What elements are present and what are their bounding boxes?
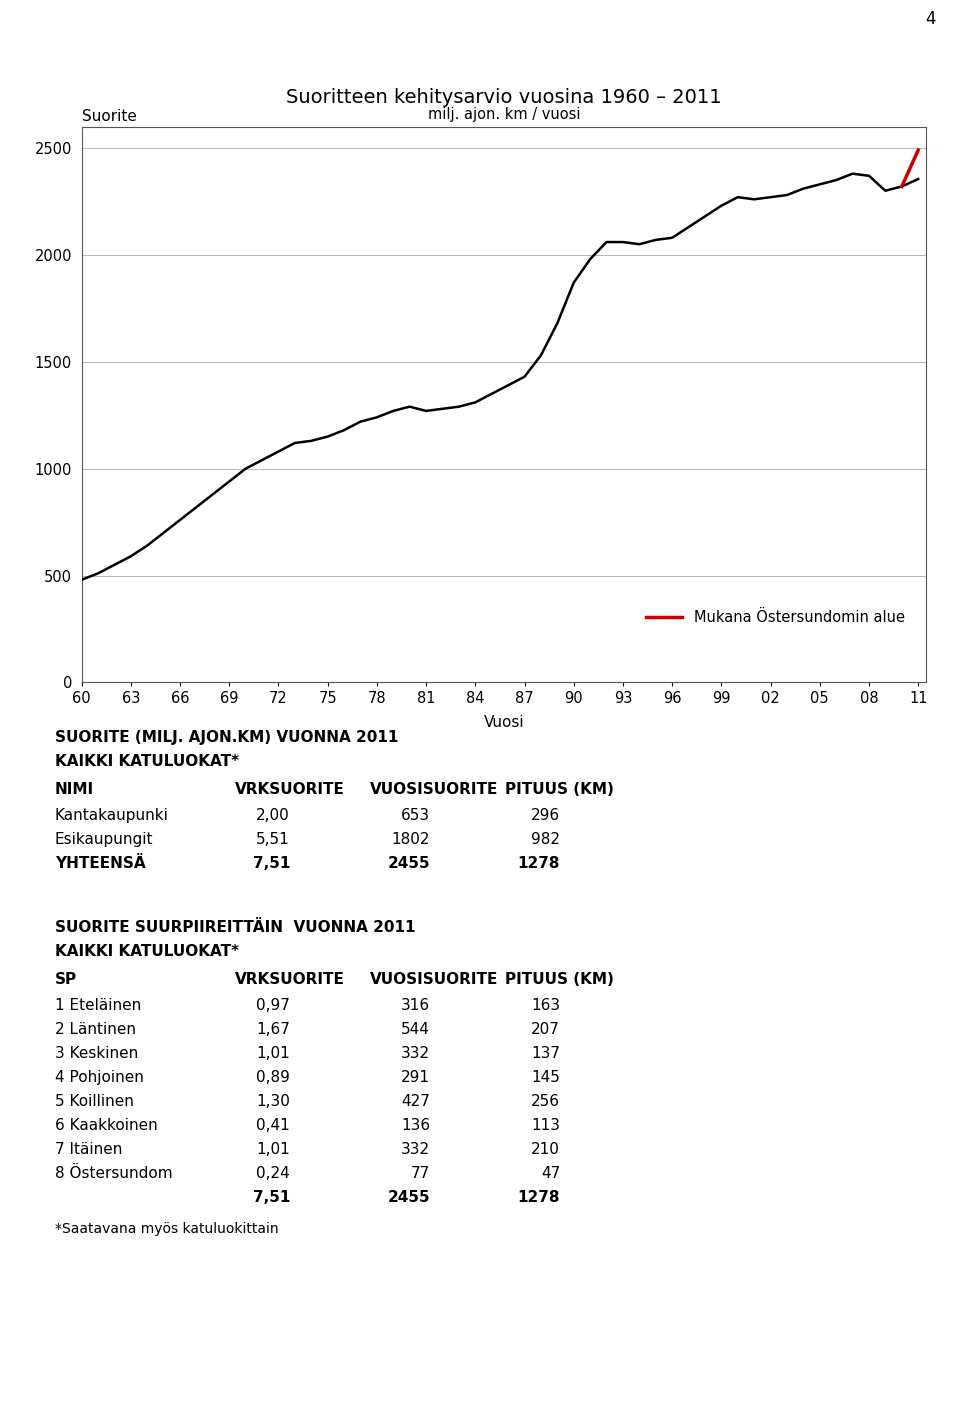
Text: 2,00: 2,00 — [256, 808, 290, 823]
Text: 1278: 1278 — [517, 1190, 560, 1204]
Text: 0,89: 0,89 — [256, 1069, 290, 1085]
Text: 316: 316 — [401, 998, 430, 1013]
Text: 332: 332 — [401, 1045, 430, 1061]
Text: 7,51: 7,51 — [252, 1190, 290, 1204]
Text: Suoritteen kehitysarvio vuosina 1960 – 2011: Suoritteen kehitysarvio vuosina 1960 – 2… — [286, 87, 722, 107]
Text: SUORITE (MILJ. AJON.KM) VUONNA 2011: SUORITE (MILJ. AJON.KM) VUONNA 2011 — [55, 730, 398, 744]
Text: 210: 210 — [531, 1142, 560, 1157]
Text: SP: SP — [55, 972, 77, 986]
Text: 1,01: 1,01 — [256, 1142, 290, 1157]
Text: 427: 427 — [401, 1095, 430, 1109]
Text: milj. ajon. km / vuosi: milj. ajon. km / vuosi — [428, 107, 580, 122]
Text: 6 Kaakkoinen: 6 Kaakkoinen — [55, 1119, 157, 1133]
Text: VUOSISUORITE: VUOSISUORITE — [370, 782, 498, 796]
Text: 291: 291 — [401, 1069, 430, 1085]
Text: 2 Läntinen: 2 Läntinen — [55, 1021, 136, 1037]
Text: 3 Keskinen: 3 Keskinen — [55, 1045, 138, 1061]
Text: Suorite: Suorite — [82, 108, 136, 124]
Text: 7,51: 7,51 — [252, 855, 290, 871]
Text: 653: 653 — [401, 808, 430, 823]
Text: PITUUS (KM): PITUUS (KM) — [505, 782, 613, 796]
Legend: Mukana Östersundomin alue: Mukana Östersundomin alue — [640, 604, 911, 630]
Text: 137: 137 — [531, 1045, 560, 1061]
Text: KAIKKI KATULUOKAT*: KAIKKI KATULUOKAT* — [55, 754, 239, 770]
Text: Kantakaupunki: Kantakaupunki — [55, 808, 169, 823]
Text: 1802: 1802 — [392, 832, 430, 847]
Text: 4 Pohjoinen: 4 Pohjoinen — [55, 1069, 144, 1085]
Text: 113: 113 — [531, 1119, 560, 1133]
Text: 0,97: 0,97 — [256, 998, 290, 1013]
Text: 5 Koillinen: 5 Koillinen — [55, 1095, 133, 1109]
Text: 7 Itäinen: 7 Itäinen — [55, 1142, 122, 1157]
Text: 5,51: 5,51 — [256, 832, 290, 847]
Text: Esikaupungit: Esikaupungit — [55, 832, 154, 847]
Text: NIMI: NIMI — [55, 782, 94, 796]
Text: 1,30: 1,30 — [256, 1095, 290, 1109]
Text: 1 Eteläinen: 1 Eteläinen — [55, 998, 141, 1013]
Text: 1278: 1278 — [517, 855, 560, 871]
Text: 77: 77 — [411, 1166, 430, 1180]
Text: 332: 332 — [401, 1142, 430, 1157]
Text: 2455: 2455 — [388, 855, 430, 871]
Text: VUOSISUORITE: VUOSISUORITE — [370, 972, 498, 986]
Text: 256: 256 — [531, 1095, 560, 1109]
Text: PITUUS (KM): PITUUS (KM) — [505, 972, 613, 986]
Text: SUORITE SUURPIIREITTÄIN  VUONNA 2011: SUORITE SUURPIIREITTÄIN VUONNA 2011 — [55, 920, 416, 936]
Text: 544: 544 — [401, 1021, 430, 1037]
Text: VRKSUORITE: VRKSUORITE — [235, 972, 345, 986]
Text: 207: 207 — [531, 1021, 560, 1037]
Text: 47: 47 — [540, 1166, 560, 1180]
Text: 982: 982 — [531, 832, 560, 847]
Text: *Saatavana myös katuluokittain: *Saatavana myös katuluokittain — [55, 1223, 278, 1235]
Text: VRKSUORITE: VRKSUORITE — [235, 782, 345, 796]
Text: 1,67: 1,67 — [256, 1021, 290, 1037]
Text: 2455: 2455 — [388, 1190, 430, 1204]
X-axis label: Vuosi: Vuosi — [484, 715, 524, 730]
Text: 1,01: 1,01 — [256, 1045, 290, 1061]
Text: 296: 296 — [531, 808, 560, 823]
Text: KAIKKI KATULUOKAT*: KAIKKI KATULUOKAT* — [55, 944, 239, 960]
Text: YHTEENSÄ: YHTEENSÄ — [55, 855, 146, 871]
Text: 136: 136 — [401, 1119, 430, 1133]
Text: 8 Östersundom: 8 Östersundom — [55, 1166, 173, 1180]
Text: 0,24: 0,24 — [256, 1166, 290, 1180]
Text: 4: 4 — [925, 10, 936, 28]
Text: 163: 163 — [531, 998, 560, 1013]
Text: 0,41: 0,41 — [256, 1119, 290, 1133]
Text: 145: 145 — [531, 1069, 560, 1085]
